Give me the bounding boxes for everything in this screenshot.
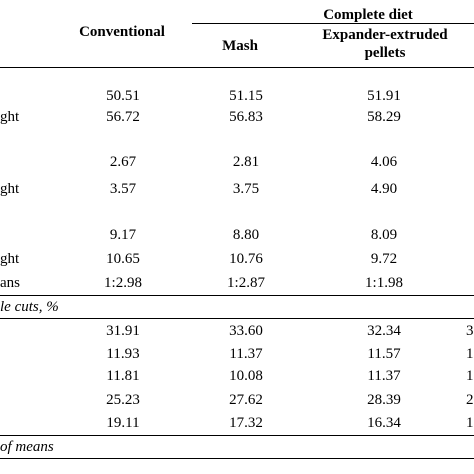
table-cell: 51.15 bbox=[229, 88, 263, 104]
table-cell: 33.60 bbox=[229, 323, 263, 339]
table-cell: 28.39 bbox=[367, 392, 401, 408]
table-cell: 8.80 bbox=[232, 227, 260, 243]
table-cell: 58.29 bbox=[367, 109, 401, 125]
table-cell: 11.81 bbox=[106, 368, 140, 384]
table-cell: 56.72 bbox=[106, 109, 140, 125]
bottom-rule bbox=[0, 458, 474, 459]
table-cell: 3.75 bbox=[232, 181, 260, 197]
table-cell-clipped: 3 bbox=[466, 323, 474, 339]
header-mash: Mash bbox=[222, 38, 258, 54]
row-label: ans bbox=[0, 275, 20, 291]
table-cell: 10.65 bbox=[106, 251, 140, 267]
table-cell: 3.57 bbox=[109, 181, 137, 197]
table-cell: 11.93 bbox=[106, 346, 140, 362]
table-cell: 17.32 bbox=[229, 415, 263, 431]
row-label: ght bbox=[0, 251, 20, 267]
header-bottom-rule bbox=[0, 67, 474, 68]
header-complete-diet: Complete diet bbox=[323, 7, 413, 23]
section-rule bbox=[0, 435, 474, 436]
table-cell: 11.57 bbox=[367, 346, 401, 362]
table-cell: 32.34 bbox=[367, 323, 401, 339]
table-cell: 19.11 bbox=[106, 415, 140, 431]
table-cell: 1:1.98 bbox=[365, 275, 403, 291]
table-cell-clipped: 1 bbox=[466, 346, 474, 362]
table-cell: 10.76 bbox=[229, 251, 263, 267]
table-cell: 56.83 bbox=[229, 109, 263, 125]
table-cell: 10.08 bbox=[229, 368, 263, 384]
table-cell: 1:2.87 bbox=[227, 275, 265, 291]
table-cell: 1:2.98 bbox=[104, 275, 142, 291]
table-cell: 4.06 bbox=[370, 154, 398, 170]
row-label: ght bbox=[0, 109, 20, 125]
section-rule bbox=[0, 295, 474, 296]
table-cell-clipped: 1 bbox=[466, 368, 474, 384]
table-cell: 9.72 bbox=[370, 251, 398, 267]
header-conventional: Conventional bbox=[79, 24, 165, 40]
section-title-means: of means bbox=[0, 439, 54, 455]
table-cell-clipped: 1 bbox=[466, 415, 474, 431]
table-cell: 2.81 bbox=[232, 154, 260, 170]
header-group-rule bbox=[192, 23, 474, 24]
table-cell: 11.37 bbox=[229, 346, 263, 362]
table-cell: 8.09 bbox=[370, 227, 398, 243]
table-cell: 11.37 bbox=[367, 368, 401, 384]
table-cell: 16.34 bbox=[367, 415, 401, 431]
table-cell-clipped: 2 bbox=[466, 392, 474, 408]
table-cell: 27.62 bbox=[229, 392, 263, 408]
table-cell: 31.91 bbox=[106, 323, 140, 339]
table-cell: 4.90 bbox=[370, 181, 398, 197]
section-rule bbox=[0, 318, 474, 319]
section-title-cuts: le cuts, % bbox=[0, 299, 59, 315]
table-cell: 9.17 bbox=[109, 227, 137, 243]
table-cell: 2.67 bbox=[109, 154, 137, 170]
header-pellets-line1: Expander-extruded bbox=[322, 27, 448, 43]
table-cell: 25.23 bbox=[106, 392, 140, 408]
header-pellets-line2: pellets bbox=[364, 45, 406, 61]
row-label: ght bbox=[0, 181, 20, 197]
table-cell: 50.51 bbox=[106, 88, 140, 104]
table-cell: 51.91 bbox=[367, 88, 401, 104]
